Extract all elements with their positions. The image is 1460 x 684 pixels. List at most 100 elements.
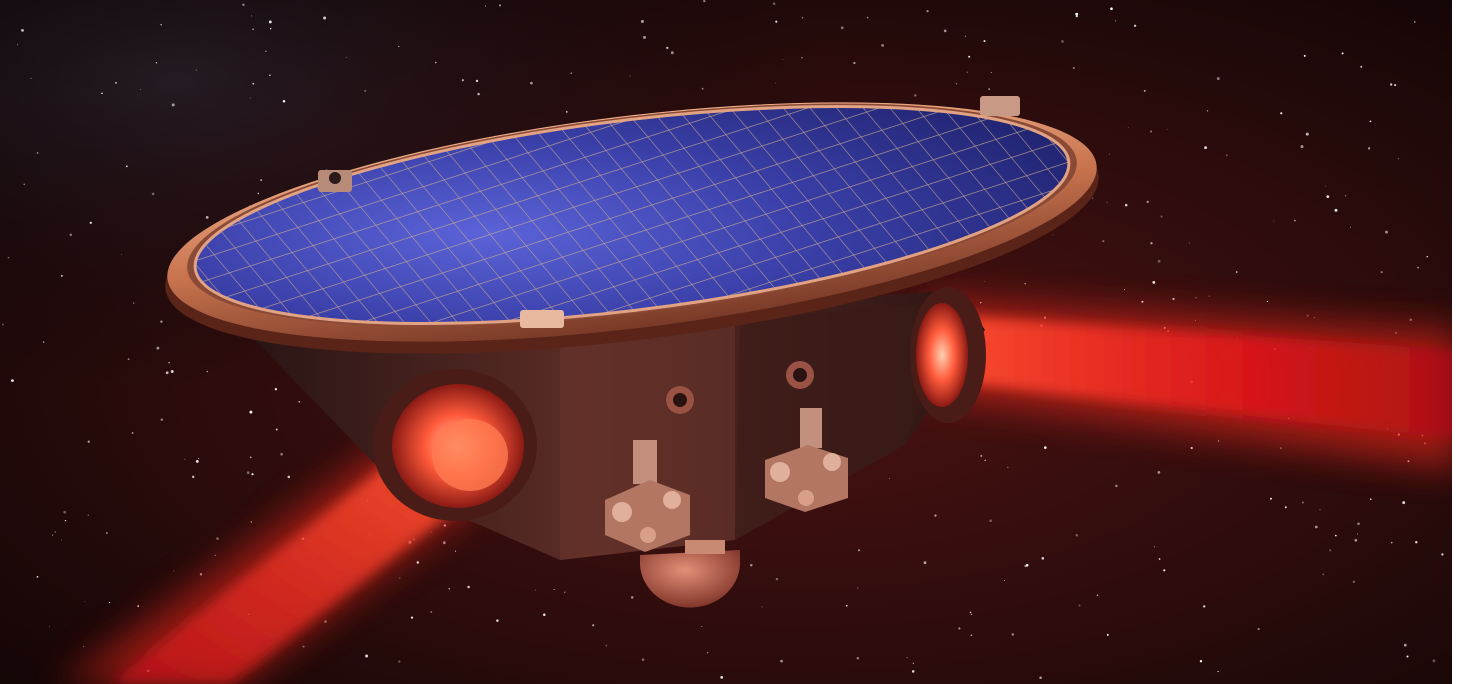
star xyxy=(21,29,24,32)
star xyxy=(1402,501,1406,505)
star xyxy=(1091,197,1094,199)
star xyxy=(1403,643,1407,647)
star xyxy=(1124,203,1128,207)
telescope-port-right xyxy=(910,287,986,423)
star xyxy=(249,97,251,99)
star xyxy=(1157,471,1161,474)
thruster-cluster-right xyxy=(765,361,848,512)
star xyxy=(365,654,369,658)
star xyxy=(477,92,480,96)
star xyxy=(980,454,983,457)
star xyxy=(1341,52,1344,55)
star xyxy=(1344,194,1347,197)
star xyxy=(1206,110,1209,112)
star xyxy=(364,89,367,93)
star xyxy=(1052,234,1054,236)
star xyxy=(1300,145,1304,149)
star xyxy=(592,624,595,627)
star xyxy=(984,280,986,282)
star xyxy=(101,92,103,94)
star xyxy=(1426,256,1428,258)
star xyxy=(461,79,464,82)
star xyxy=(1075,534,1079,537)
star xyxy=(1357,533,1359,535)
star xyxy=(866,16,869,19)
star xyxy=(666,46,669,50)
star xyxy=(399,577,401,579)
star xyxy=(1153,546,1156,548)
star xyxy=(1370,498,1372,500)
star xyxy=(1368,147,1371,150)
star xyxy=(1075,12,1079,16)
star xyxy=(252,82,255,85)
star xyxy=(435,61,437,64)
star xyxy=(1360,65,1363,68)
star xyxy=(54,531,56,533)
star xyxy=(1390,83,1393,86)
star xyxy=(1284,506,1287,509)
star xyxy=(913,94,917,97)
star xyxy=(1072,66,1075,70)
star xyxy=(1007,466,1009,469)
star xyxy=(345,57,347,59)
star xyxy=(1257,627,1260,631)
star xyxy=(775,20,778,23)
star xyxy=(1406,655,1409,658)
star xyxy=(168,361,170,364)
star xyxy=(1208,295,1210,297)
star xyxy=(1413,21,1416,23)
star xyxy=(1369,120,1372,123)
star xyxy=(1024,283,1026,285)
star xyxy=(1133,24,1137,27)
star xyxy=(640,19,644,23)
star xyxy=(156,346,160,350)
star xyxy=(398,660,401,663)
star xyxy=(1188,242,1190,244)
star xyxy=(1335,534,1337,537)
star xyxy=(430,610,433,613)
star xyxy=(42,341,45,343)
star xyxy=(970,613,973,615)
star xyxy=(955,83,958,85)
star xyxy=(1141,300,1144,303)
star xyxy=(11,379,14,382)
star xyxy=(214,554,216,556)
star xyxy=(670,51,674,55)
star xyxy=(60,539,63,541)
star xyxy=(1293,219,1296,222)
star xyxy=(1350,226,1351,228)
star xyxy=(1106,633,1109,636)
laser-beam-right xyxy=(930,300,1460,470)
star xyxy=(442,541,446,545)
star xyxy=(84,601,86,602)
star xyxy=(1380,271,1383,274)
star xyxy=(454,550,457,552)
star xyxy=(845,604,848,607)
star xyxy=(780,659,783,663)
star xyxy=(720,676,724,679)
star xyxy=(641,658,645,661)
star xyxy=(1190,446,1193,450)
star xyxy=(127,358,130,360)
star xyxy=(260,179,263,182)
star xyxy=(1003,579,1006,581)
star xyxy=(160,24,162,26)
star xyxy=(206,370,209,373)
star xyxy=(1322,573,1325,576)
star xyxy=(496,619,499,622)
star xyxy=(87,440,90,443)
star xyxy=(125,165,128,168)
star xyxy=(69,233,73,237)
star xyxy=(701,626,703,628)
star xyxy=(30,77,32,79)
star xyxy=(840,26,844,30)
star xyxy=(1390,541,1393,544)
star xyxy=(775,577,779,581)
star xyxy=(774,82,776,84)
star xyxy=(750,563,753,567)
star xyxy=(249,456,252,459)
star xyxy=(853,61,856,65)
star xyxy=(970,634,973,637)
star xyxy=(498,4,502,7)
star xyxy=(1203,605,1206,608)
